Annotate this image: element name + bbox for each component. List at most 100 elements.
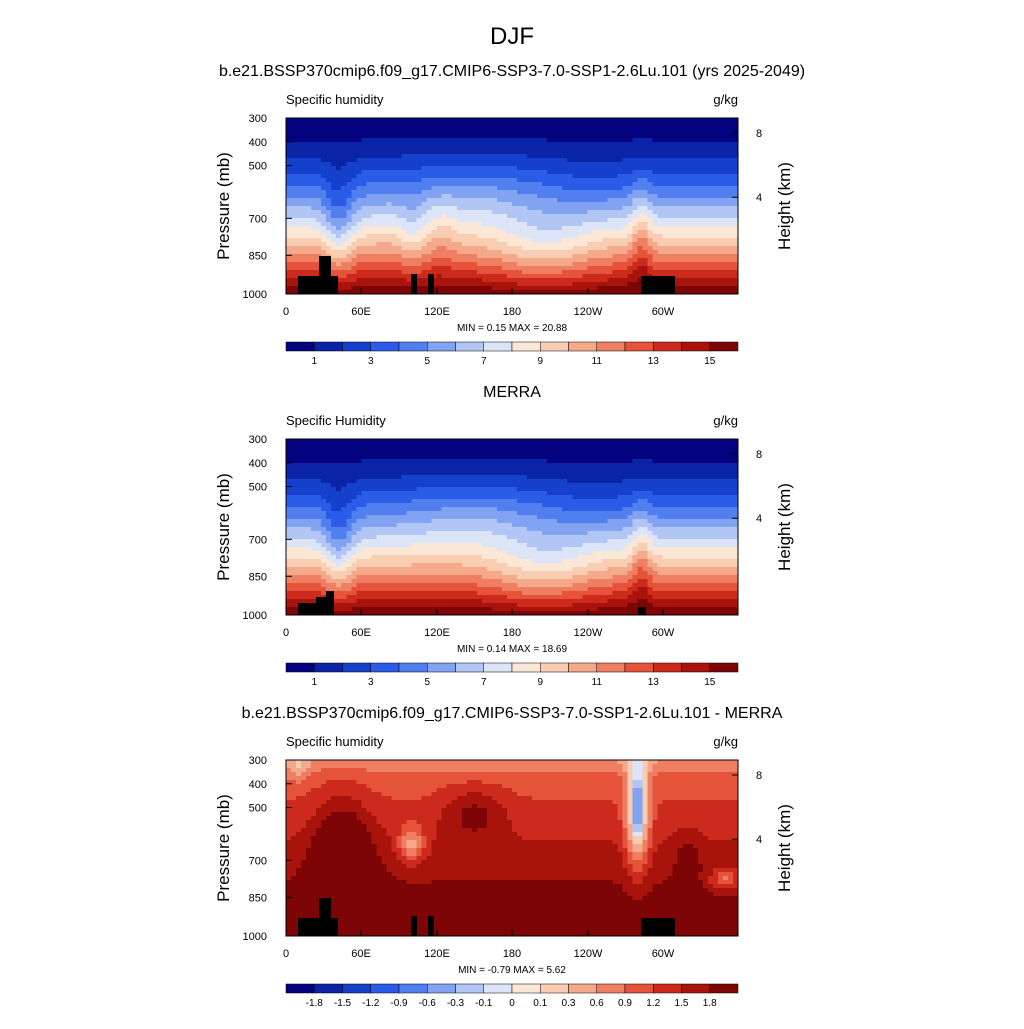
field-cell [673, 150, 679, 155]
field-cell [381, 250, 387, 255]
field-cell [412, 475, 418, 480]
field-cell [462, 210, 468, 215]
field-cell [356, 242, 362, 247]
field-cell [482, 246, 488, 251]
field-cell [396, 447, 402, 452]
field-cell [648, 451, 654, 456]
field-cell [643, 266, 649, 271]
field-cell [361, 190, 367, 195]
field-cell [723, 126, 729, 131]
field-cell [326, 471, 332, 476]
field-cell [572, 463, 578, 468]
field-cell [286, 118, 292, 123]
field-cell [386, 214, 392, 219]
field-cell [407, 238, 413, 243]
field-cell [422, 210, 428, 215]
field-cell [356, 234, 362, 239]
field-cell [351, 234, 357, 239]
field-cell [537, 278, 543, 283]
field-cell [366, 162, 372, 167]
field-cell [326, 202, 332, 207]
field-cell [678, 142, 684, 147]
field-cell [402, 447, 408, 452]
field-cell [532, 138, 538, 143]
field-cell [602, 459, 608, 464]
field-cell [361, 455, 367, 460]
field-cell [542, 186, 548, 191]
field-cell [366, 222, 372, 227]
field-cell [698, 118, 704, 123]
field-cell [728, 471, 734, 476]
colorbar-swatch [625, 342, 653, 351]
field-cell [678, 455, 684, 460]
field-cell [582, 126, 588, 131]
field-cell [422, 158, 428, 163]
field-cell [326, 463, 332, 468]
field-cell [658, 122, 664, 127]
field-cell [597, 218, 603, 223]
field-cell [417, 130, 423, 135]
field-cell [668, 206, 674, 211]
field-cell [633, 194, 639, 199]
field-cell [507, 198, 513, 203]
field-cell [723, 471, 729, 476]
field-cell [663, 471, 669, 476]
field-cell [386, 463, 392, 468]
field-cell [301, 475, 307, 480]
field-cell [668, 158, 674, 163]
field-cell [467, 222, 473, 227]
field-cell [728, 214, 734, 219]
colorbar-swatch [456, 342, 484, 351]
field-cell [542, 146, 548, 151]
field-cell [402, 178, 408, 183]
field-cell [547, 178, 553, 183]
field-cell [497, 126, 503, 131]
field-cell [557, 278, 563, 283]
field-cell [407, 206, 413, 211]
field-cell [638, 146, 644, 151]
field-cell [718, 455, 724, 460]
field-cell [291, 178, 297, 183]
field-cell [582, 230, 588, 235]
field-cell [437, 198, 443, 203]
field-cell [532, 190, 538, 195]
field-cell [537, 182, 543, 187]
field-cell [592, 459, 598, 464]
field-cell [628, 278, 634, 283]
field-cell [698, 122, 704, 127]
field-cell [487, 222, 493, 227]
field-cell [296, 146, 302, 151]
field-cell [607, 475, 613, 480]
field-cell [673, 126, 679, 131]
field-cell [432, 170, 438, 175]
field-cell [311, 443, 317, 448]
field-cell [472, 286, 478, 291]
field-cell [376, 174, 382, 179]
field-cell [668, 443, 674, 448]
field-cell [718, 439, 724, 444]
field-cell [587, 467, 593, 472]
field-cell [291, 142, 297, 147]
field-cell [412, 126, 418, 131]
field-cell [512, 250, 518, 255]
field-cell [321, 154, 327, 159]
field-cell [386, 455, 392, 460]
y-tick-label: 1000 [243, 289, 267, 301]
field-cell [547, 186, 553, 191]
field-cell [708, 178, 714, 183]
field-cell [291, 190, 297, 195]
field-cell [386, 439, 392, 444]
field-cell [653, 166, 659, 171]
field-cell [462, 206, 468, 211]
field-cell [432, 218, 438, 223]
field-cell [597, 282, 603, 287]
field-cell [381, 162, 387, 167]
field-cell [718, 451, 724, 456]
field-cell [381, 198, 387, 203]
field-cell [472, 254, 478, 259]
field-cell [381, 214, 387, 219]
field-cell [376, 447, 382, 452]
field-cell [617, 262, 623, 267]
field-cell [592, 166, 598, 171]
field-cell [291, 467, 297, 472]
